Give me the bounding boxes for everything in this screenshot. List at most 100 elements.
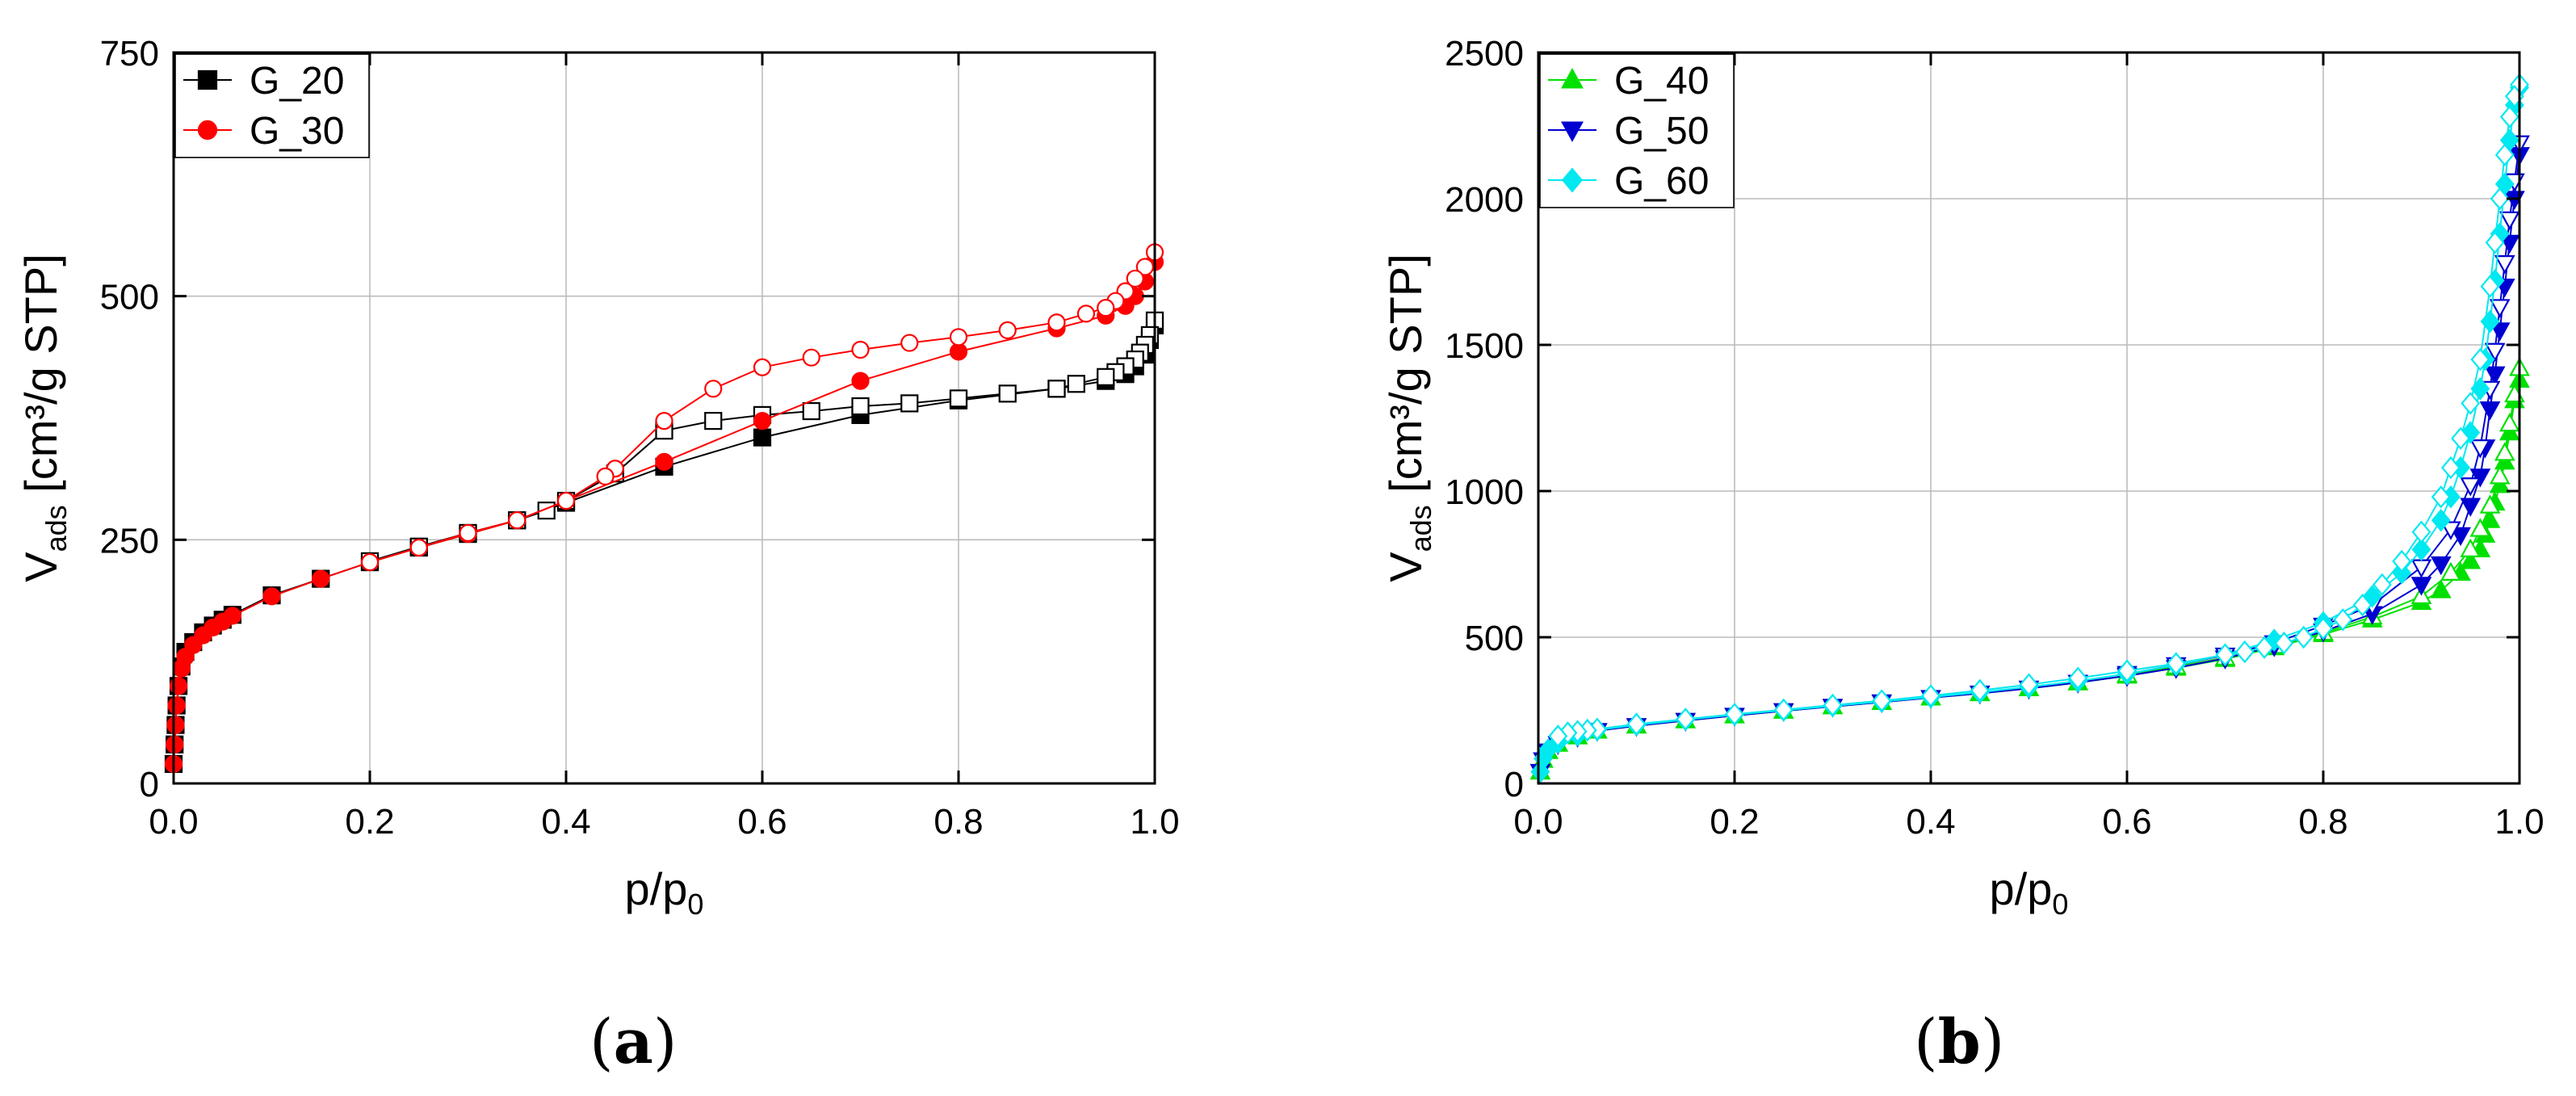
panel-b-G_40-desorption-point — [2494, 442, 2515, 461]
panel-b-G_40-desorption-point — [2460, 538, 2482, 558]
panel-a-G_30-desorption-point — [1097, 299, 1115, 317]
panel-a-G_30-desorption-point — [1126, 269, 1144, 288]
panel-a-legend-marker-G_30 — [197, 120, 218, 141]
panel-a-x-tick-label: 0.8 — [933, 802, 983, 842]
panel-b-x-tick-label: 0.4 — [1906, 802, 1955, 842]
panel-b-y-tick-label: 2000 — [1445, 180, 1524, 220]
panel-b-x-tick-label: 0.6 — [2102, 802, 2151, 842]
panel-b-G_40-desorption-point — [2489, 465, 2511, 485]
panel-a-G_20-desorption-point — [851, 397, 870, 416]
panel-b-G_60-desorption-point — [2234, 640, 2255, 664]
panel-a-G_30-desorption-point — [851, 340, 870, 359]
panel-a-series-G_30 — [164, 243, 1164, 773]
panel-b-G_60-adsorption-point — [2392, 561, 2412, 585]
panel-b-G_60-desorption-point — [1921, 684, 1940, 708]
panel-b-G_60-desorption-point — [1773, 698, 1794, 721]
panel-a-G_30-adsorption-point — [312, 569, 330, 588]
panel-b-G_50-adsorption-point — [2498, 234, 2520, 254]
panel-a-x-tick-label: 0.2 — [345, 802, 394, 842]
panel-b-y-tick-label: 1500 — [1445, 326, 1524, 366]
panel-b-G_60-desorption-point — [1970, 678, 1990, 703]
panel-a-G_30-desorption-point — [1076, 304, 1096, 323]
panel-b-G_60-desorption-point — [1548, 724, 1568, 748]
panel-b-G_40-adsorption-point — [2460, 550, 2482, 569]
panel-a-G_30-adsorption-point — [166, 716, 185, 734]
panel-b-x-tick-label: 1.0 — [2494, 802, 2544, 842]
panel-b-G_50-adsorption-point — [2430, 556, 2452, 576]
panel-a-legend-marker-G_20 — [197, 69, 218, 90]
panel-b-G_60-desorption-point — [2117, 659, 2137, 682]
panel-a-y-tick-label: 0 — [140, 765, 159, 804]
panel-a-G_30-desorption-point — [704, 380, 723, 398]
panel-b-G_50-adsorption-point — [2484, 366, 2506, 385]
panel-b-G_60-desorption-point — [2274, 632, 2294, 655]
panel-a-y-tick-label: 250 — [100, 521, 159, 561]
panel-a-G_30-desorption-point — [802, 348, 820, 367]
panel-b-G_60-desorption-point — [2490, 187, 2510, 211]
panel-b-G_50-desorption-point — [2489, 299, 2511, 318]
panel-b-G_60-desorption-point — [2019, 673, 2039, 696]
panel-b-G_60-adsorption-point — [2431, 508, 2451, 532]
panel-a-G_20-desorption-point — [1067, 375, 1085, 393]
panel-b-legend-marker-G_50 — [1561, 121, 1584, 142]
panel-a-G_30-desorption-point — [753, 358, 772, 376]
panel-a-G_30-adsorption-point — [851, 372, 870, 390]
panel-b-G_60-desorption-point — [2431, 485, 2451, 509]
panel-a-y-tick-label: 500 — [100, 278, 159, 317]
panel-b-G_50-adsorption-point — [2479, 401, 2501, 421]
panel-a-legend-label-G_20: G_20 — [250, 60, 344, 103]
panel-b-legend-label-G_50: G_50 — [1614, 110, 1709, 153]
panel-a-x-tick-label: 0.6 — [737, 802, 787, 842]
panel-b-G_40-adsorption-point — [2430, 579, 2452, 598]
panel-b-G_50-desorption-point — [2498, 211, 2520, 231]
panel-a-G_20-desorption-point — [1047, 380, 1066, 398]
panel-b-G_50-desorption-point — [2469, 439, 2491, 459]
panel-b-G_60-desorption-point — [1626, 712, 1647, 736]
panel-a-legend-label-G_30: G_30 — [250, 110, 344, 153]
panel-b-plot-frame — [1537, 51, 2521, 785]
panel-b-G_50-adsorption-point — [2489, 322, 2511, 342]
panel-a-G_20-desorption-point — [949, 389, 968, 408]
panel-b-legend-label-G_60: G_60 — [1614, 160, 1709, 203]
panel-a-G_30-desorption-point — [1047, 313, 1066, 332]
panel-b-G_60-adsorption-point — [2480, 309, 2500, 334]
panel-a-G_30-desorption-point — [508, 511, 527, 530]
panel-a-G_30-desorption-point — [596, 467, 615, 486]
panel-a-G_30-adsorption-point — [655, 452, 673, 471]
panel-b-G_60-desorption-point — [2461, 392, 2481, 415]
panel-b-G_60-desorption-point — [2451, 426, 2471, 451]
panel-b-y-tick-label: 1000 — [1445, 472, 1524, 512]
panel-a-G_30-adsorption-point — [223, 607, 241, 625]
panel-b-G_50-desorption-point — [2484, 342, 2506, 363]
panel-b-G_60-desorption-point — [2314, 616, 2333, 640]
panel-b-y-tick-label: 500 — [1465, 619, 1524, 658]
panel-b-G_60-adsorption-point — [2411, 538, 2431, 561]
panel-a-legend: G_20 G_30 — [174, 53, 370, 158]
panel-a-x-tick-label: 0.4 — [541, 802, 590, 842]
panel-b-x-tick-label: 0.8 — [2298, 802, 2347, 842]
panel-a-G_30-desorption-point — [949, 328, 968, 346]
panel-b-G_50-desorption-point — [2440, 521, 2461, 540]
panel-a-G_30-desorption-point — [556, 491, 576, 510]
panel-a-G_20-desorption-point — [802, 401, 820, 421]
panel-b-G_60-desorption-point — [2480, 275, 2500, 298]
panel-b-G_50-desorption-point — [2460, 477, 2482, 497]
panel-b-G_60-desorption-point — [1872, 689, 1892, 712]
panel-b-G_60-desorption-point — [2352, 593, 2373, 617]
panel-a-G_30-desorption-point — [360, 552, 380, 572]
panel-b-G_60-desorption-point — [1725, 702, 1744, 726]
panel-b-G_60-desorption-point — [2392, 549, 2412, 573]
panel-b-G_40-desorption-point — [2479, 494, 2501, 514]
panel-b-G_50-adsorption-point — [2460, 498, 2482, 517]
panel-a-G_30-adsorption-point — [262, 587, 281, 606]
panel-b-x-tick-label: 0.2 — [1710, 802, 1759, 842]
panel-a-label: (a) — [589, 1006, 678, 1077]
panel-b-G_60-desorption-point — [2333, 608, 2353, 632]
panel-b-label: (b) — [1914, 1006, 2005, 1077]
panel-a-x-tick-label: 1.0 — [1130, 802, 1179, 842]
panel-a-G_20-desorption-point — [998, 384, 1017, 403]
panel-b-series-G_60 — [1530, 73, 2529, 783]
panel-b-G_40-desorption-point — [2498, 412, 2520, 432]
panel-a-y-axis-label: Vads [cm³/g STP] — [15, 254, 73, 582]
